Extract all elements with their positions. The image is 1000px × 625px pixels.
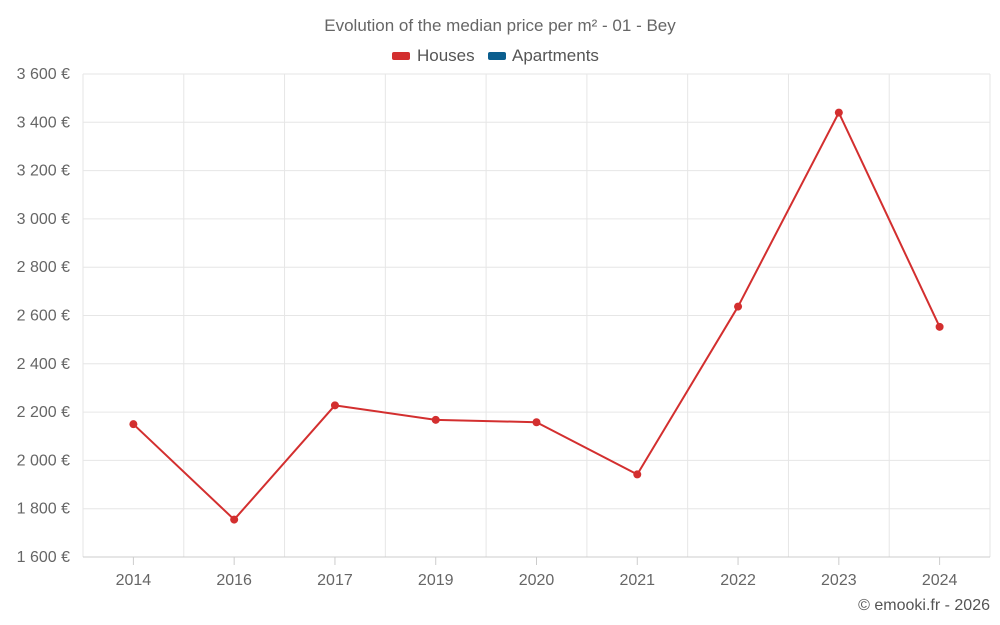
y-tick-label: 1 600 € (17, 549, 70, 566)
y-tick-label: 3 200 € (17, 163, 70, 180)
x-tick-label: 2014 (116, 572, 152, 589)
legend-label-houses: Houses (417, 46, 475, 65)
y-tick-label: 2 800 € (17, 259, 70, 276)
legend-swatch-apartments (488, 52, 506, 60)
legend: Houses Apartments (392, 46, 599, 65)
x-tick-label: 2017 (317, 572, 353, 589)
data-point[interactable] (532, 418, 541, 427)
grid (82, 73, 991, 558)
y-tick-label: 2 200 € (17, 404, 70, 421)
legend-label-apartments: Apartments (512, 46, 599, 65)
chart-title: Evolution of the median price per m² - 0… (324, 16, 676, 35)
y-tick-label: 3 000 € (17, 211, 70, 228)
y-tick-label: 2 400 € (17, 356, 70, 373)
legend-swatch-houses (392, 52, 410, 60)
y-tick-label: 1 800 € (17, 501, 70, 518)
x-tick-label: 2016 (216, 572, 252, 589)
data-point[interactable] (935, 322, 944, 331)
x-axis: 2014 2016 2017 2019 2020 2021 2022 2023 2024 (83, 556, 990, 589)
x-tick-label: 2020 (519, 572, 555, 589)
data-point[interactable] (330, 401, 339, 410)
x-tick-label: 2022 (720, 572, 756, 589)
series-line (132, 111, 941, 521)
legend-item-apartments[interactable]: Apartments (488, 46, 599, 65)
y-tick-label: 3 600 € (17, 66, 70, 83)
y-tick-label: 3 400 € (17, 114, 70, 131)
y-tick-label: 2 600 € (17, 308, 70, 325)
x-tick-label: 2024 (922, 572, 958, 589)
data-point[interactable] (834, 108, 843, 117)
x-tick-label: 2021 (619, 572, 655, 589)
y-axis: 1 600 € 1 800 € 2 000 € 2 200 € 2 400 € 2 600… (17, 66, 70, 566)
data-point[interactable] (633, 470, 642, 479)
legend-item-houses[interactable]: Houses (392, 46, 475, 65)
data-point[interactable] (734, 302, 743, 311)
series-houses (129, 108, 944, 524)
data-point[interactable] (230, 515, 239, 524)
x-tick-label: 2019 (418, 572, 454, 589)
data-point[interactable] (431, 415, 440, 424)
data-point[interactable] (129, 420, 138, 429)
y-tick-label: 2 000 € (17, 452, 70, 469)
x-tick-label: 2023 (821, 572, 857, 589)
credit-text: © emooki.fr - 2026 (858, 597, 990, 614)
